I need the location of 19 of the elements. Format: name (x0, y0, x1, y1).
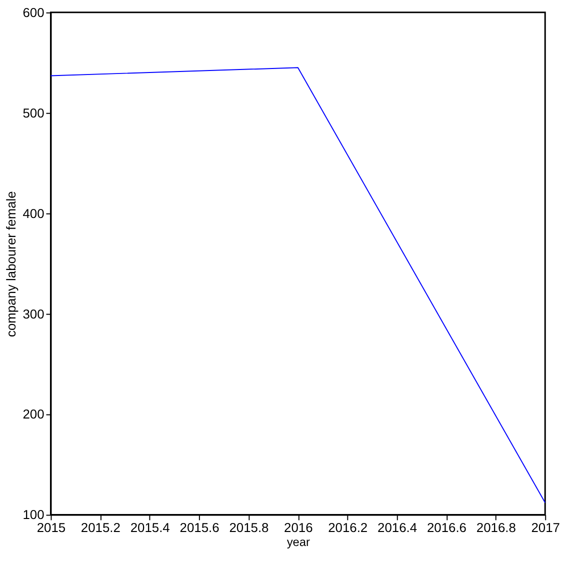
y-tick-label: 600 (22, 4, 44, 20)
x-tick-label: 2015.8 (229, 520, 269, 536)
x-tick-label: 2016 (284, 520, 313, 536)
y-tick-label: 500 (22, 105, 44, 120)
x-axis-title: year (286, 535, 310, 550)
x-tick-label: 2015.2 (80, 520, 120, 536)
x-tick-label: 2015.4 (130, 520, 170, 536)
y-axis-title: company labourer female (4, 191, 19, 337)
x-tick-label: 2015 (36, 520, 66, 536)
x-tick-label: 2016.6 (426, 520, 466, 536)
x-tick-label: 2017 (531, 520, 560, 536)
y-tick-label: 100 (22, 507, 44, 522)
x-tick-label: 2016.4 (378, 520, 418, 536)
x-tick-label: 2016.8 (476, 520, 516, 536)
y-tick-label: 300 (22, 306, 44, 322)
x-tick-label: 2016.2 (328, 520, 368, 536)
y-tick-label: 200 (22, 406, 44, 422)
x-tick-label: 2015.6 (180, 520, 220, 536)
y-tick-label: 400 (22, 206, 44, 221)
